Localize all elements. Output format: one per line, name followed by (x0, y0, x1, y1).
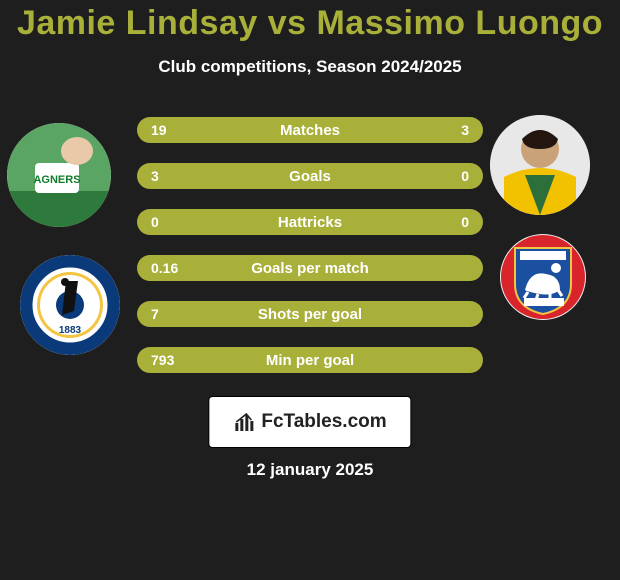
person-icon (490, 115, 590, 215)
person-icon: AGNERS (7, 123, 111, 227)
date-text: 12 january 2025 (247, 460, 374, 480)
club-badge-icon (500, 234, 586, 320)
stat-bar: 7 Shots per goal (137, 301, 483, 327)
brand-text: FcTables.com (261, 411, 386, 433)
stat-label: Hattricks (137, 214, 483, 231)
svg-text:AGNERS: AGNERS (33, 174, 80, 186)
club-year-text: 1883 (59, 325, 82, 336)
stat-right-value: 0 (461, 168, 469, 184)
stat-bar: 0 Hattricks 0 (137, 209, 483, 235)
stat-row-min-per-goal: 793 Min per goal (0, 347, 620, 373)
stat-left-value: 3 (151, 168, 159, 184)
stat-label: Goals (137, 168, 483, 185)
stat-label: Goals per match (137, 260, 483, 277)
stat-bar: 0.16 Goals per match (137, 255, 483, 281)
stat-right-value: 3 (461, 122, 469, 138)
player1-club-badge: 1883 (20, 255, 120, 355)
stat-left-value: 19 (151, 122, 167, 138)
stat-left-value: 7 (151, 306, 159, 322)
page-title: Jamie Lindsay vs Massimo Luongo (0, 4, 620, 43)
stat-left-value: 0.16 (151, 260, 178, 276)
stat-bar: 19 Matches 3 (137, 117, 483, 143)
player2-club-badge (500, 234, 586, 320)
stat-label: Shots per goal (137, 306, 483, 323)
subtitle: Club competitions, Season 2024/2025 (0, 57, 620, 77)
brand-badge: FcTables.com (208, 396, 411, 448)
stat-bar: 3 Goals 0 (137, 163, 483, 189)
stat-right-value: 0 (461, 214, 469, 230)
club-badge-icon: 1883 (20, 255, 120, 355)
player1-avatar: AGNERS (7, 123, 111, 227)
chart-icon (233, 411, 255, 433)
stat-left-value: 793 (151, 352, 174, 368)
player2-avatar (490, 115, 590, 215)
stat-bar: 793 Min per goal (137, 347, 483, 373)
stat-left-value: 0 (151, 214, 159, 230)
stat-label: Matches (137, 122, 483, 139)
stat-label: Min per goal (137, 352, 483, 369)
